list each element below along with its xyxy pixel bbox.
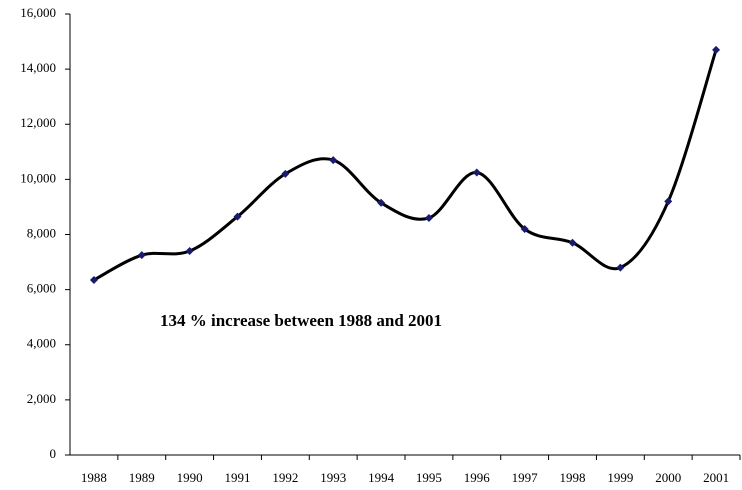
y-tick-label: 16,000 — [20, 5, 56, 20]
marker — [137, 251, 146, 260]
y-tick-label: 8,000 — [27, 225, 56, 240]
marker — [377, 198, 386, 207]
y-tick-label: 4,000 — [27, 336, 56, 351]
x-tick-label: 1995 — [416, 470, 442, 485]
x-tick-label: 1988 — [81, 470, 107, 485]
marker — [664, 197, 673, 206]
x-tick-label: 1989 — [129, 470, 155, 485]
x-tick-label: 2001 — [703, 470, 729, 485]
marker — [329, 156, 338, 165]
x-tick-label: 2000 — [655, 470, 681, 485]
marker — [89, 275, 98, 284]
annotation: 134 % increase between 1988 and 2001 — [160, 311, 442, 330]
marker — [472, 168, 481, 177]
y-tick-label: 0 — [50, 446, 57, 461]
marker — [281, 169, 290, 178]
x-tick-label: 1994 — [368, 470, 395, 485]
x-tick-label: 1997 — [512, 470, 539, 485]
y-tick-label: 2,000 — [27, 391, 56, 406]
y-tick-label: 10,000 — [20, 170, 56, 185]
marker — [424, 213, 433, 222]
x-tick-label: 1999 — [607, 470, 633, 485]
marker — [616, 263, 625, 272]
x-tick-label: 1996 — [464, 470, 491, 485]
marker — [185, 247, 194, 256]
x-tick-label: 1993 — [320, 470, 346, 485]
x-tick-label: 1998 — [560, 470, 586, 485]
y-tick-label: 12,000 — [20, 115, 56, 130]
y-tick-label: 6,000 — [27, 281, 56, 296]
x-tick-label: 1992 — [272, 470, 298, 485]
marker — [712, 45, 721, 54]
marker — [568, 238, 577, 247]
line — [93, 49, 718, 282]
marker — [233, 212, 242, 221]
x-tick-label: 1991 — [225, 470, 251, 485]
marker — [520, 224, 529, 233]
y-tick-label: 14,000 — [20, 60, 56, 75]
x-tick-label: 1990 — [177, 470, 203, 485]
